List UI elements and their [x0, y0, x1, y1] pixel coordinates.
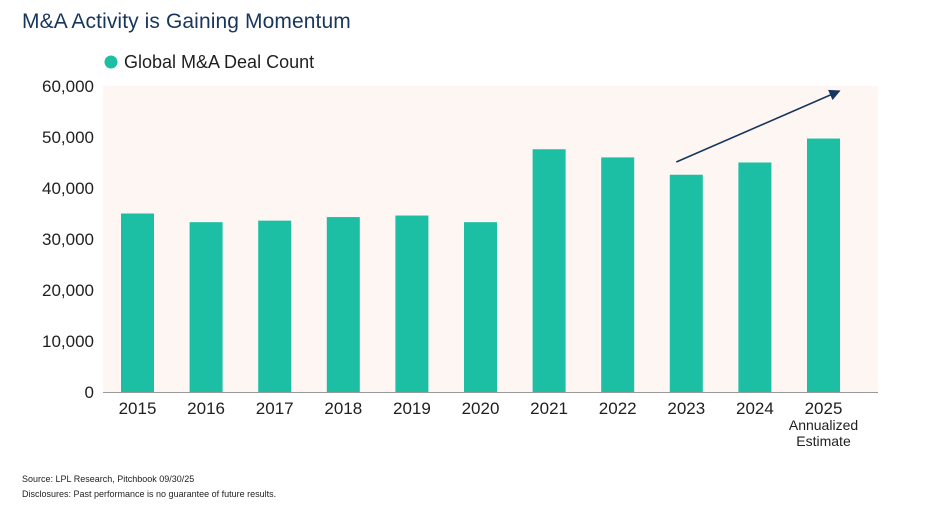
- y-tick-label: 50,000: [42, 128, 94, 147]
- bar: [532, 149, 566, 392]
- bar-chart: 0 10,000 20,000 30,000 40,000 50,000 60,000 201…: [42, 52, 878, 449]
- y-tick-label: 20,000: [42, 281, 94, 300]
- x-tick-sublabel: Annualized: [789, 417, 858, 433]
- x-tick-label: 2016: [187, 399, 225, 418]
- bar: [258, 220, 292, 392]
- bar: [121, 213, 154, 392]
- x-tick-label: 2023: [667, 399, 705, 418]
- x-tick-label: 2022: [599, 399, 637, 418]
- bar: [395, 215, 429, 392]
- disclosure-note: Disclosures: Past performance is no guar…: [22, 489, 277, 499]
- chart-title: M&A Activity is Gaining Momentum: [22, 10, 351, 33]
- trend-arrow: [675, 89, 841, 163]
- legend-label: Global M&A Deal Count: [124, 52, 314, 72]
- bar: [738, 162, 772, 392]
- x-tick-label: 2017: [256, 399, 294, 418]
- x-tick-label: 2021: [530, 399, 568, 418]
- legend-marker: [104, 55, 118, 69]
- source-note: Source: LPL Research, Pitchbook 09/30/25: [22, 474, 195, 484]
- bar: [326, 217, 360, 392]
- bar: [669, 174, 703, 392]
- bar: [807, 138, 840, 392]
- y-tick-label: 30,000: [42, 230, 94, 249]
- bar: [601, 157, 635, 392]
- x-tick-label: 2018: [324, 399, 362, 418]
- bar: [189, 222, 223, 392]
- bar: [464, 222, 497, 392]
- y-tick-label: 60,000: [42, 77, 94, 96]
- x-tick-label: 2015: [119, 399, 157, 418]
- y-tick-label: 10,000: [42, 332, 94, 351]
- x-tick-label: 2025: [805, 399, 843, 418]
- x-tick-label: 2020: [462, 399, 500, 418]
- y-tick-label: 40,000: [42, 179, 94, 198]
- x-tick-label: 2024: [736, 399, 774, 418]
- x-tick-sublabel: Estimate: [796, 433, 851, 449]
- y-tick-label: 0: [85, 383, 94, 402]
- x-tick-label: 2019: [393, 399, 431, 418]
